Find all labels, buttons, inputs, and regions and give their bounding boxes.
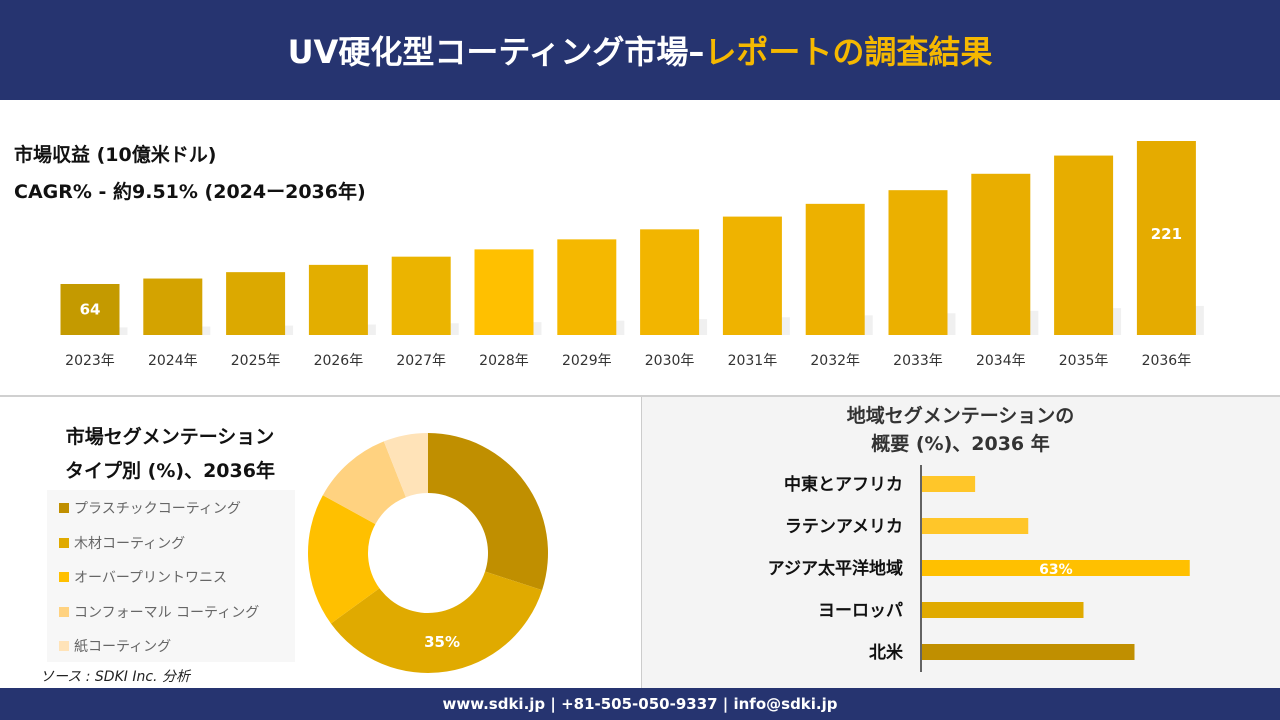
title-main: UV硬化型コーティング市場– (287, 33, 705, 71)
revenue-chart-title: 市場収益 (10億米ドル) (14, 144, 217, 166)
legend-item: コンフォーマル コーティング (59, 602, 259, 622)
header-banner: UV硬化型コーティング市場– レポートの調査結果 (0, 0, 1280, 100)
revenue-bar (226, 272, 286, 335)
year-label: 2030年 (645, 353, 695, 369)
legend-swatch (59, 503, 69, 513)
section-divider (0, 395, 1280, 397)
donut-segment (428, 433, 548, 591)
region-value-label: 63% (1039, 562, 1073, 578)
year-label: 2029年 (562, 353, 612, 369)
region-label: アジア太平洋地域 (768, 558, 903, 579)
legend-label: プラスチックコーティング (74, 501, 241, 517)
year-label: 2034年 (976, 353, 1026, 369)
legend-label: 木材コーティング (74, 535, 186, 552)
year-label: 2024年 (148, 353, 198, 369)
year-label: 2031年 (728, 353, 778, 369)
bar-value-label: 64 (80, 300, 101, 318)
legend-swatch (59, 606, 69, 617)
revenue-bar (143, 278, 203, 335)
year-label: 2035年 (1059, 353, 1109, 369)
revenue-bar (308, 264, 368, 335)
source-note: ソース : SDKI Inc. 分析 (40, 669, 190, 685)
donut-segment (330, 571, 543, 673)
revenue-bar (391, 256, 451, 335)
revenue-bar (805, 203, 865, 335)
legend-swatch (59, 572, 69, 582)
revenue-bar (722, 216, 782, 335)
revenue-bar (60, 283, 120, 335)
region-panel (641, 397, 1280, 688)
region-bar (922, 644, 1135, 660)
title-highlight: レポートの調査結果 (704, 33, 993, 71)
donut-segment (308, 495, 380, 624)
donut-segment (383, 433, 428, 498)
type-legend: プラスチックコーティング 木材コーティングオーバープリントワニスコンフォーマル コ… (47, 490, 295, 662)
legend-item: 紙コーティング (59, 636, 171, 656)
year-label: 2026年 (314, 353, 364, 369)
revenue-bar (640, 229, 700, 335)
revenue-bar (474, 249, 534, 335)
type-title-line2: タイプ別 (%)、2036年 (65, 460, 275, 482)
region-segment-title: 地域セグメンテーションの 概要 (%)、2036 年 (641, 402, 1280, 458)
revenue-bar (888, 190, 948, 335)
legend-swatch (59, 641, 69, 651)
type-title-line1: 市場セグメンテーション (65, 426, 275, 448)
donut-segment (322, 441, 406, 525)
region-bar (922, 476, 976, 492)
revenue-bar (971, 173, 1031, 335)
region-label: 中東とアフリカ (784, 474, 903, 495)
region-bar (922, 518, 1029, 534)
legend-swatch (59, 537, 69, 548)
revenue-bar (1136, 141, 1196, 335)
type-segment-title: 市場セグメンテーション タイプ別 (%)、2036年 (30, 420, 310, 488)
revenue-bar (557, 239, 617, 335)
legend-label: コンフォーマル コーティング (74, 604, 260, 621)
cagr-subtitle: CAGR% - 約9.51% (2024ー2036年) (14, 181, 366, 203)
donut-value-label: 35% (424, 633, 460, 651)
region-label: ラテンアメリカ (785, 517, 903, 537)
year-label: 2023年 (65, 353, 115, 369)
year-label: 2033年 (893, 353, 943, 369)
region-label: 北米 (869, 642, 904, 663)
region-label: ヨーロッパ (818, 601, 903, 621)
year-label: 2036年 (1142, 353, 1192, 369)
year-label: 2027年 (396, 353, 446, 369)
legend-label: 紙コーティング (74, 639, 172, 655)
revenue-bar (1054, 155, 1114, 335)
region-bar (922, 602, 1084, 618)
region-bar (922, 560, 1190, 576)
region-title-line2: 概要 (%)、2036 年 (871, 433, 1050, 455)
bar-value-label: 221 (1151, 225, 1182, 243)
footer-contact: www.sdki.jp | +81-505-050-9337 | info@sd… (0, 688, 1280, 720)
year-label: 2028年 (479, 353, 529, 369)
legend-item: オーバープリントワニス (59, 567, 227, 587)
year-label: 2025年 (231, 353, 281, 369)
year-label: 2032年 (810, 353, 860, 369)
legend-label: オーバープリントワニス (74, 570, 228, 586)
region-title-line1: 地域セグメンテーションの (846, 405, 1075, 427)
legend-item: 木材コーティング (59, 533, 185, 553)
legend-item: プラスチックコーティング (59, 498, 241, 518)
